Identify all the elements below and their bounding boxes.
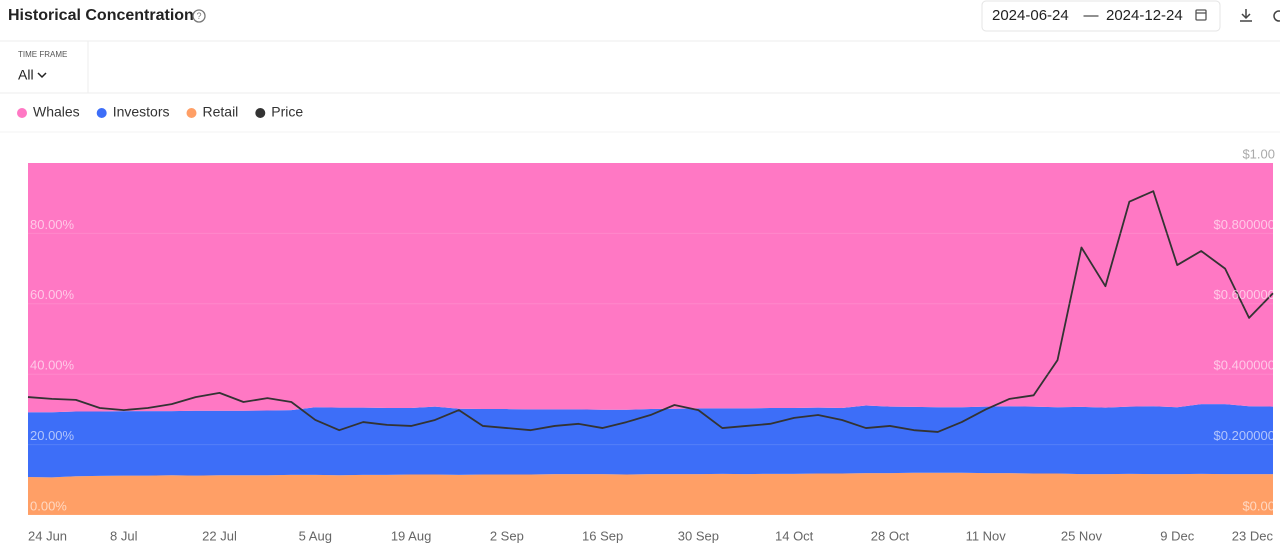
- area: [28, 163, 1273, 413]
- y-tick-label: 60.00%: [30, 287, 75, 302]
- area: [28, 472, 1273, 515]
- plot: 0.00% 20.00% 40.00% 60.00% 80.00% $0.00 $0.200…: [27, 146, 1275, 543]
- legend-label: Investors: [113, 104, 170, 120]
- y2-tick-label: $0.600000: [1214, 287, 1275, 302]
- x-tick-label: 28 Oct: [871, 528, 910, 543]
- x-tick-label: 2 Sep: [490, 528, 524, 543]
- x-tick-label: 24 Jun: [28, 528, 67, 543]
- legend-label: Price: [271, 104, 303, 120]
- date-start[interactable]: 2024-06-24: [992, 7, 1069, 24]
- legend-label: Whales: [33, 104, 80, 120]
- legend-swatch: [255, 108, 266, 118]
- x-tick-label: 16 Sep: [582, 528, 623, 543]
- time-frame-value[interactable]: All: [18, 67, 34, 83]
- y2-tick-label: $0.800000: [1214, 217, 1275, 232]
- date-separator: —: [1084, 7, 1099, 24]
- time-frame-label: TIME FRAME: [18, 50, 67, 59]
- x-tick-label: 25 Nov: [1061, 528, 1103, 543]
- price-line: [27, 190, 1274, 433]
- x-tick-label: 30 Sep: [678, 528, 719, 543]
- y2-tick-label: $1.00: [1242, 146, 1275, 161]
- x-tick-label: 23 Dec: [1232, 528, 1274, 543]
- legend-swatch: [96, 108, 107, 118]
- legend-swatch: [186, 108, 197, 118]
- calendar-icon[interactable]: [1195, 9, 1207, 21]
- x-tick-label: 19 Aug: [391, 528, 432, 543]
- y2-tick-label: $0.400000: [1214, 358, 1275, 373]
- dropdown-chevron[interactable]: [37, 72, 47, 79]
- page-title: Historical Concentration: [8, 7, 194, 24]
- legend-label: Retail: [203, 104, 239, 120]
- y-tick-label: 80.00%: [30, 217, 75, 232]
- x-tick-label: 11 Nov: [966, 528, 1007, 543]
- legend-swatch: [17, 108, 27, 118]
- y2-tick-label: $0.200000: [1214, 428, 1275, 443]
- settings-icon[interactable]: [1273, 10, 1280, 22]
- download-icon[interactable]: [1240, 9, 1252, 22]
- x-tick-label: 22 Jul: [202, 528, 237, 543]
- x-tick-label: 8 Jul: [110, 528, 138, 543]
- y-tick-label: 20.00%: [30, 428, 75, 443]
- y-tick-label: 40.00%: [30, 358, 75, 373]
- date-range-box[interactable]: [981, 0, 1221, 32]
- date-end[interactable]: 2024-12-24: [1106, 7, 1183, 24]
- y-tick-label: 0.00%: [30, 498, 67, 513]
- help-icon[interactable]: ?: [192, 9, 206, 23]
- x-tick-label: 14 Oct: [775, 528, 814, 543]
- svg-text:?: ?: [196, 11, 201, 21]
- y2-tick-label: $0.00: [1242, 498, 1275, 513]
- x-tick-label: 5 Aug: [299, 528, 332, 543]
- legend: Whales Investors Retail Price: [17, 104, 303, 120]
- x-tick-label: 9 Dec: [1160, 528, 1194, 543]
